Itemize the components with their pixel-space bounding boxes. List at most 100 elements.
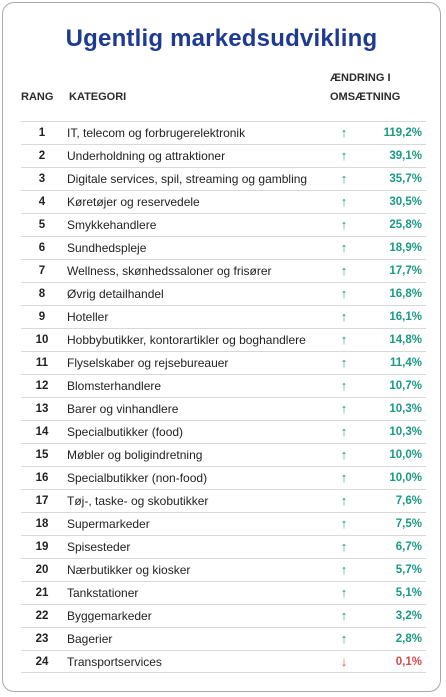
arrow-up-icon: ↑ xyxy=(340,286,348,301)
rank-value: 11 xyxy=(35,357,49,369)
header-rank: RANG xyxy=(21,91,54,103)
change-value: 10,3% xyxy=(389,426,422,438)
table-row: 23 Bagerier ↑ 2,8% xyxy=(21,627,426,650)
rank-value: 4 xyxy=(38,196,46,208)
rank-value: 3 xyxy=(38,173,46,185)
category-name: Spisesteder xyxy=(67,540,131,554)
category-name: Hobbybutikker, kontorartikler og boghand… xyxy=(67,333,306,347)
change-value: 6,7% xyxy=(395,541,422,553)
rank-value: 9 xyxy=(38,311,46,323)
table-row: 22 Byggemarkeder ↑ 3,2% xyxy=(21,604,426,627)
category-name: Smykkehandlere xyxy=(67,218,157,232)
table-row: 24 Transportservices ↓ 0,1% xyxy=(21,650,426,673)
arrow-up-icon: ↑ xyxy=(340,585,348,600)
rank-value: 5 xyxy=(38,219,46,231)
arrow-up-icon: ↑ xyxy=(340,401,348,416)
change-value: 7,6% xyxy=(395,495,422,507)
category-name: Supermarkeder xyxy=(67,517,150,531)
rank-value: 13 xyxy=(35,403,49,415)
change-value: 2,8% xyxy=(395,633,422,645)
category-name: IT, telecom og forbrugerelektronik xyxy=(67,126,246,140)
table-row: 14 Specialbutikker (food) ↑ 10,3% xyxy=(21,420,426,443)
arrow-up-icon: ↑ xyxy=(340,424,348,439)
change-value: 10,7% xyxy=(389,380,422,392)
category-name: Wellness, skønhedssaloner og frisører xyxy=(67,264,272,278)
rank-value: 16 xyxy=(35,472,49,484)
category-name: Hoteller xyxy=(67,310,109,324)
category-name: Tankstationer xyxy=(67,586,139,600)
rank-value: 18 xyxy=(35,518,49,530)
page-title: Ugentlig markedsudvikling xyxy=(65,25,378,52)
change-value: 14,8% xyxy=(389,334,422,346)
table-row: 21 Tankstationer ↑ 5,1% xyxy=(21,581,426,604)
category-name: Tøj-, taske- og skobutikker xyxy=(67,494,209,508)
change-value: 3,2% xyxy=(395,610,422,622)
rank-value: 21 xyxy=(35,587,49,599)
category-name: Blomsterhandlere xyxy=(67,379,162,393)
category-name: Specialbutikker (non-food) xyxy=(67,471,208,485)
table-row: 10 Hobbybutikker, kontorartikler og bogha… xyxy=(21,328,426,351)
table-row: 6 Sundhedspleje ↑ 18,9% xyxy=(21,236,426,259)
category-name: Transportservices xyxy=(67,655,162,669)
rank-value: 19 xyxy=(35,541,49,553)
rank-value: 10 xyxy=(35,334,49,346)
ranking-table: 1 IT, telecom og forbrugerelektronik ↑ 119,… xyxy=(21,121,426,673)
arrow-up-icon: ↑ xyxy=(340,608,348,623)
change-value: 7,5% xyxy=(395,518,422,530)
category-name: Bagerier xyxy=(67,632,113,646)
category-name: Digitale services, spil, streaming og ga… xyxy=(67,172,308,186)
change-value: 39,1% xyxy=(389,150,422,162)
change-value: 35,7% xyxy=(389,173,422,185)
table-row: 17 Tøj-, taske- og skobutikker ↑ 7,6% xyxy=(21,489,426,512)
table-row: 19 Spisesteder ↑ 6,7% xyxy=(21,535,426,558)
rank-value: 2 xyxy=(38,150,46,162)
change-value: 30,5% xyxy=(389,196,422,208)
rank-value: 20 xyxy=(35,564,49,576)
table-row: 2 Underholdning og attraktioner ↑ 39,1% xyxy=(21,144,426,167)
table-row: 5 Smykkehandlere ↑ 25,8% xyxy=(21,213,426,236)
change-value: 11,4% xyxy=(390,357,422,369)
arrow-up-icon: ↑ xyxy=(340,562,348,577)
category-name: Barer og vinhandlere xyxy=(67,402,179,416)
arrow-up-icon: ↑ xyxy=(340,631,348,646)
arrow-down-icon: ↓ xyxy=(340,654,348,669)
arrow-up-icon: ↑ xyxy=(340,493,348,508)
arrow-up-icon: ↑ xyxy=(340,516,348,531)
rank-value: 7 xyxy=(38,265,46,277)
arrow-up-icon: ↑ xyxy=(340,447,348,462)
change-value: 10,3% xyxy=(389,403,422,415)
rank-value: 23 xyxy=(35,633,49,645)
category-name: Sundhedspleje xyxy=(67,241,147,255)
table-row: 18 Supermarkeder ↑ 7,5% xyxy=(21,512,426,535)
rank-value: 22 xyxy=(35,610,49,622)
arrow-up-icon: ↑ xyxy=(340,355,348,370)
table-row: 8 Øvrig detailhandel ↑ 16,8% xyxy=(21,282,426,305)
change-value: 5,1% xyxy=(395,587,422,599)
rank-value: 1 xyxy=(38,127,46,139)
rank-value: 6 xyxy=(38,242,46,254)
change-value: 16,8% xyxy=(389,288,422,300)
arrow-up-icon: ↑ xyxy=(340,125,348,140)
arrow-up-icon: ↑ xyxy=(340,194,348,209)
table-row: 4 Køretøjer og reservedele ↑ 30,5% xyxy=(21,190,426,213)
arrow-up-icon: ↑ xyxy=(340,171,348,186)
header-change: ÆNDRING I OMSÆTNING xyxy=(330,69,430,107)
rank-value: 17 xyxy=(35,495,49,507)
table-row: 13 Barer og vinhandlere ↑ 10,3% xyxy=(21,397,426,420)
table-row: 9 Hoteller ↑ 16,1% xyxy=(21,305,426,328)
category-name: Møbler og boligindretning xyxy=(67,448,203,462)
market-table-card: Ugentlig markedsudvikling RANG KATEGORI … xyxy=(2,2,441,692)
change-value: 25,8% xyxy=(389,219,422,231)
table-row: 20 Nærbutikker og kiosker ↑ 5,7% xyxy=(21,558,426,581)
rank-value: 14 xyxy=(35,426,49,438)
table-row: 7 Wellness, skønhedssaloner og frisører ↑ 1… xyxy=(21,259,426,282)
table-row: 1 IT, telecom og forbrugerelektronik ↑ 119,… xyxy=(21,121,426,144)
table-row: 11 Flyselskaber og rejsebureauer ↑ 11,4% xyxy=(21,351,426,374)
arrow-up-icon: ↑ xyxy=(340,539,348,554)
table-row: 15 Møbler og boligindretning ↑ 10,0% xyxy=(21,443,426,466)
rank-value: 24 xyxy=(35,656,49,668)
arrow-up-icon: ↑ xyxy=(340,332,348,347)
arrow-up-icon: ↑ xyxy=(340,148,348,163)
rank-value: 15 xyxy=(35,449,49,461)
category-name: Køretøjer og reservedele xyxy=(67,195,200,209)
